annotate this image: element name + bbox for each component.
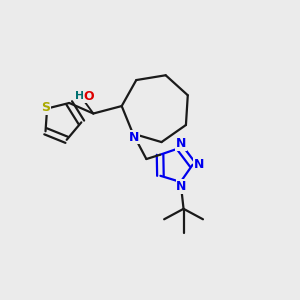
Text: O: O xyxy=(83,90,94,103)
Text: S: S xyxy=(41,101,50,114)
Text: N: N xyxy=(194,158,204,171)
Text: N: N xyxy=(176,180,187,193)
Text: N: N xyxy=(129,131,140,144)
Text: N: N xyxy=(176,137,186,150)
Text: H: H xyxy=(75,91,85,101)
